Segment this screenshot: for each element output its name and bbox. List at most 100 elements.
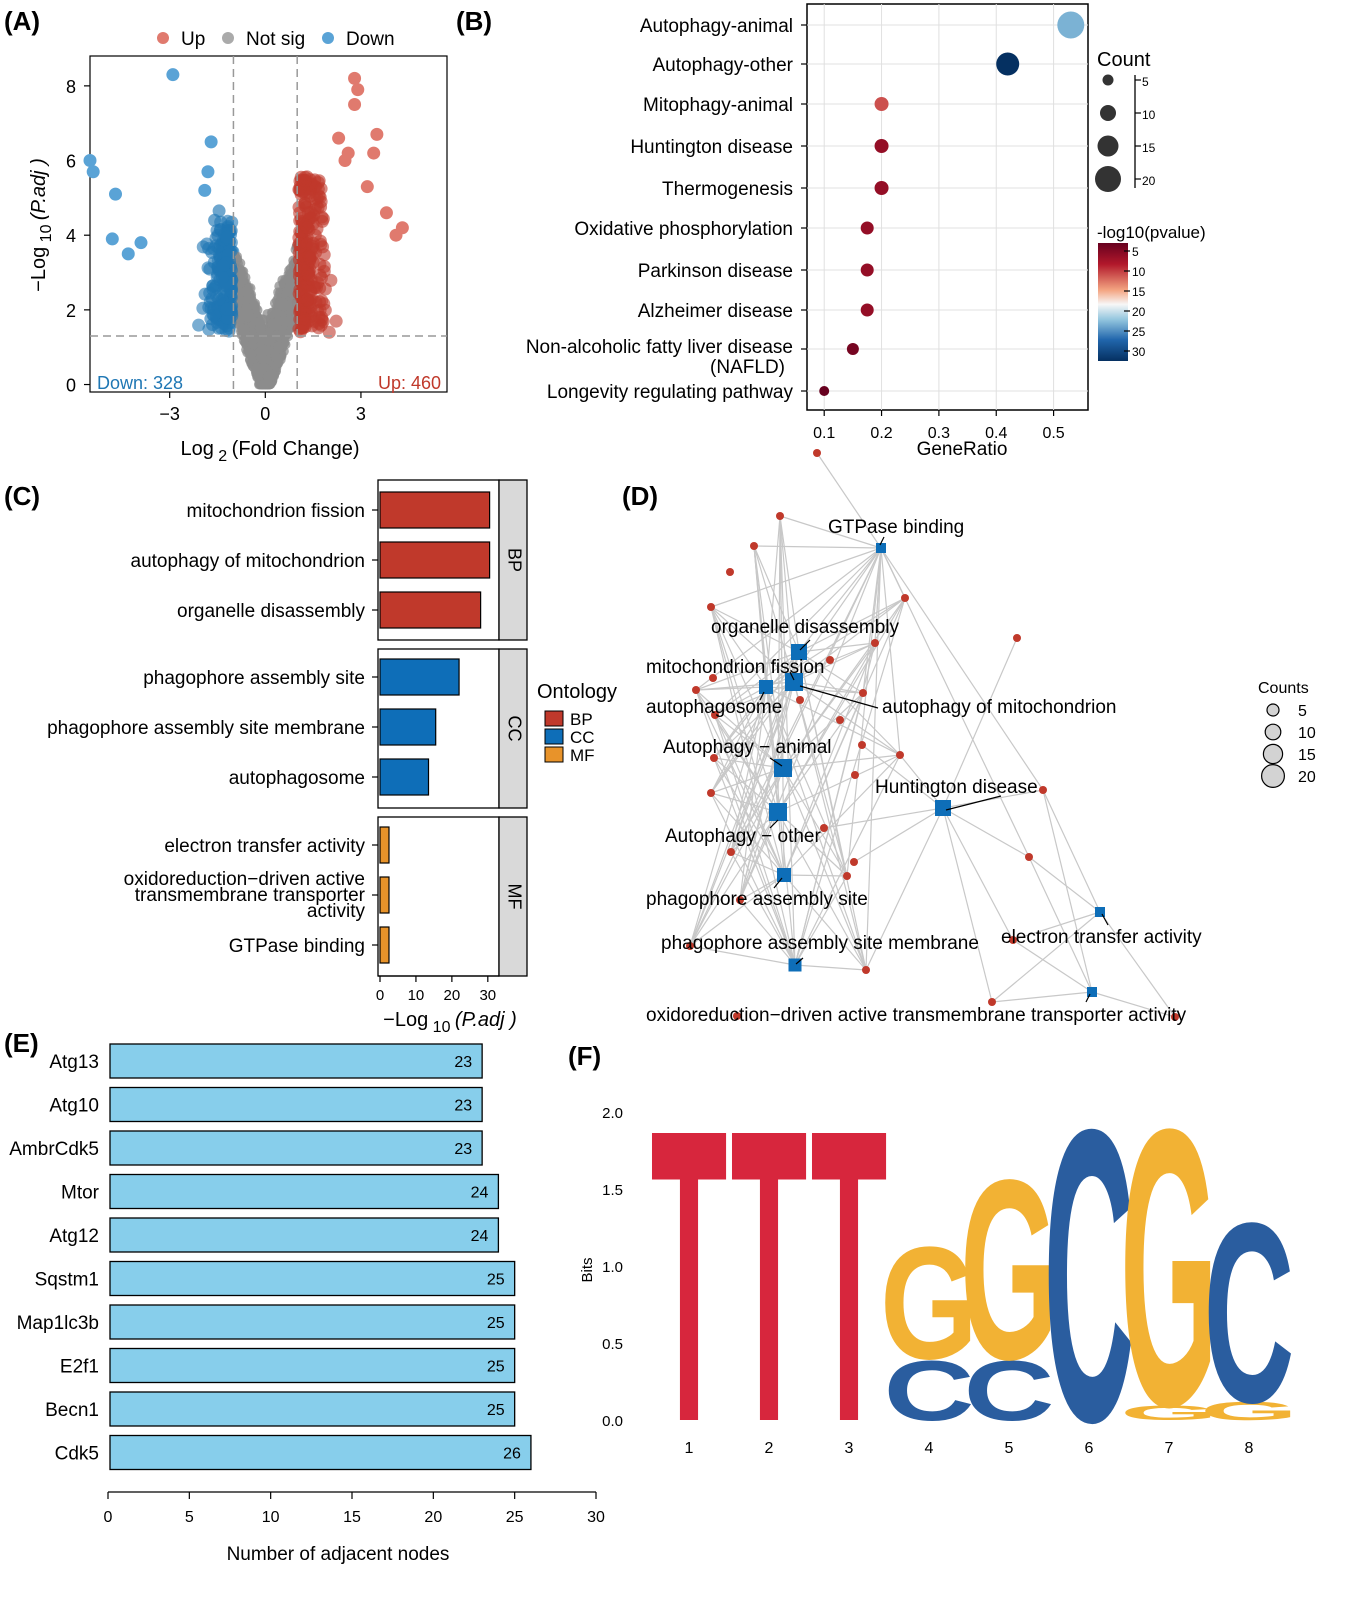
category-label: mitochondrion fission <box>187 501 365 522</box>
volcano-point <box>216 271 230 285</box>
category-label: autophagosome <box>229 768 365 789</box>
network-edge <box>777 811 848 877</box>
network-edge <box>779 515 882 549</box>
size-legend-label: 20 <box>1142 174 1156 188</box>
term-node <box>774 759 792 777</box>
gene-node <box>836 716 844 724</box>
size-legend-label: 5 <box>1142 75 1149 89</box>
network-edge <box>689 681 795 947</box>
network-edge <box>777 754 901 813</box>
bar <box>109 1173 500 1210</box>
facet-label: BP <box>504 548 524 572</box>
panel-label-f: (F) <box>568 1041 601 1071</box>
size-legend-label: 10 <box>1298 725 1316 742</box>
panel-b-kegg-dotplot: 0.1 0.2 0.3 0.4 0.5 Autophagy-animal Autophagy… <box>526 3 1206 460</box>
dot-point <box>996 52 1020 76</box>
y-tick-label: 0 <box>66 376 76 396</box>
network-edge <box>874 547 882 644</box>
term-node <box>786 674 802 690</box>
legend-label: Not sig <box>246 29 305 50</box>
gene-node <box>750 542 758 550</box>
bar <box>379 658 460 696</box>
x-tick-label: 0.3 <box>928 425 950 442</box>
size-legend-dot <box>1102 74 1114 86</box>
network-edge <box>880 547 906 599</box>
network-edge <box>816 452 882 549</box>
x-tick-label: 0 <box>260 404 270 424</box>
gene-node <box>896 751 904 759</box>
volcano-point <box>220 230 234 244</box>
network-edge <box>710 547 882 794</box>
network-edge <box>793 681 848 877</box>
network-edge <box>689 651 800 947</box>
gene-node <box>711 711 719 719</box>
network-edge <box>783 692 864 876</box>
size-legend-label: 5 <box>1298 703 1307 720</box>
size-legend-dot <box>1264 723 1282 741</box>
volcano-point <box>249 300 260 311</box>
bar <box>109 1304 516 1340</box>
volcano-point <box>238 330 249 341</box>
x-tick-label: 10 <box>262 1509 280 1526</box>
network-edge <box>1099 911 1176 1018</box>
network-edge <box>942 807 1030 858</box>
x-tick-label: 15 <box>343 1509 361 1526</box>
gene-node <box>851 771 859 779</box>
volcano-point <box>285 315 296 326</box>
gene-node <box>709 674 717 682</box>
x-tick-label: 20 <box>444 987 461 1004</box>
bar-value-label: 23 <box>454 1098 472 1115</box>
legend-marker <box>157 32 169 44</box>
logo-letter-c: C <box>1044 1044 1135 1510</box>
gene-node <box>733 1012 741 1020</box>
legend-swatch <box>544 728 564 745</box>
category-label: Atg12 <box>49 1226 99 1247</box>
dot-point <box>846 343 859 355</box>
y-tick-label: 4 <box>66 226 76 246</box>
term-label: organelle disassembly <box>711 617 899 638</box>
volcano-point-outlier <box>109 187 122 201</box>
x-tick-label: 5 <box>185 1509 194 1526</box>
logo-letter-g: G <box>1120 1401 1218 1425</box>
size-legend-label: 20 <box>1298 769 1316 786</box>
x-tick-label: 8 <box>1245 1440 1254 1457</box>
legend-label: Down <box>346 29 395 50</box>
logo-letter-c: C <box>964 1343 1055 1438</box>
x-axis-title: −Log 10 (P.adj ) <box>383 1009 517 1036</box>
bar <box>379 591 482 629</box>
volcano-point <box>317 259 331 273</box>
category-label: transmembrane transporter <box>135 885 366 906</box>
volcano-point-outlier <box>105 232 119 246</box>
volcano-point <box>196 240 210 254</box>
label-leader-line <box>769 757 783 767</box>
network-edge <box>880 547 1044 791</box>
volcano-point <box>315 294 329 308</box>
color-legend-bar <box>1098 243 1128 361</box>
gene-node <box>1039 786 1047 794</box>
bar-value-label: 25 <box>487 1359 505 1376</box>
volcano-point <box>311 176 325 190</box>
bar <box>379 708 437 746</box>
network-edge <box>783 874 867 971</box>
volcano-point <box>301 206 315 220</box>
label-leader-line <box>789 671 795 681</box>
network-edge <box>991 991 1093 1003</box>
category-label: Becn1 <box>45 1400 99 1421</box>
x-tick-label: 6 <box>1085 1440 1094 1457</box>
network-edge <box>714 686 767 716</box>
x-tick-label: 5 <box>1005 1440 1014 1457</box>
network-edge <box>823 807 944 829</box>
network-edge <box>730 851 796 966</box>
term-node <box>769 803 787 821</box>
color-legend-label: 25 <box>1132 325 1146 339</box>
legend-label: Up <box>181 29 205 50</box>
term-label: Huntington disease <box>875 777 1038 798</box>
y-axis-title: −Log 10 (P.adj ) <box>28 158 55 292</box>
gene-node <box>901 594 909 602</box>
network-edge <box>880 547 901 756</box>
network-edge <box>710 606 795 683</box>
volcano-point-outlier <box>201 165 215 179</box>
logo-letter-c: C <box>1204 1169 1295 1456</box>
volcano-point <box>235 267 246 278</box>
label-leader-line <box>1085 993 1091 1003</box>
